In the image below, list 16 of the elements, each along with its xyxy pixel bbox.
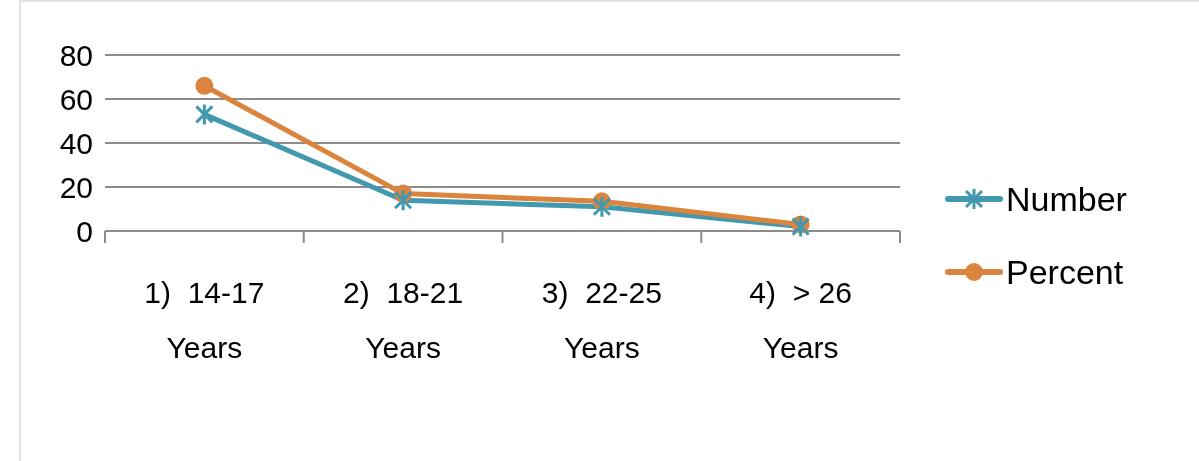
x-tick-label: 1) 14-17 Years [144,276,265,364]
x-tick-label: 4) > 26 Years [749,276,852,364]
point [195,76,214,95]
y-tick-label: 40 [59,126,93,160]
y-tick-label: 80 [59,38,93,72]
legend-label: Percent [1006,252,1124,291]
y-tick-label: 0 [76,214,93,248]
y-tick-label: 60 [59,82,93,116]
x-tick-label: 3) 22-25 Years [541,276,662,364]
legend-label: Number [1006,179,1127,218]
y-tick-label: 20 [59,170,93,204]
point [194,102,214,126]
x-tick-label: 2) 18-21 Years [343,276,464,364]
point [592,195,612,219]
point [791,215,811,239]
point [393,188,413,212]
